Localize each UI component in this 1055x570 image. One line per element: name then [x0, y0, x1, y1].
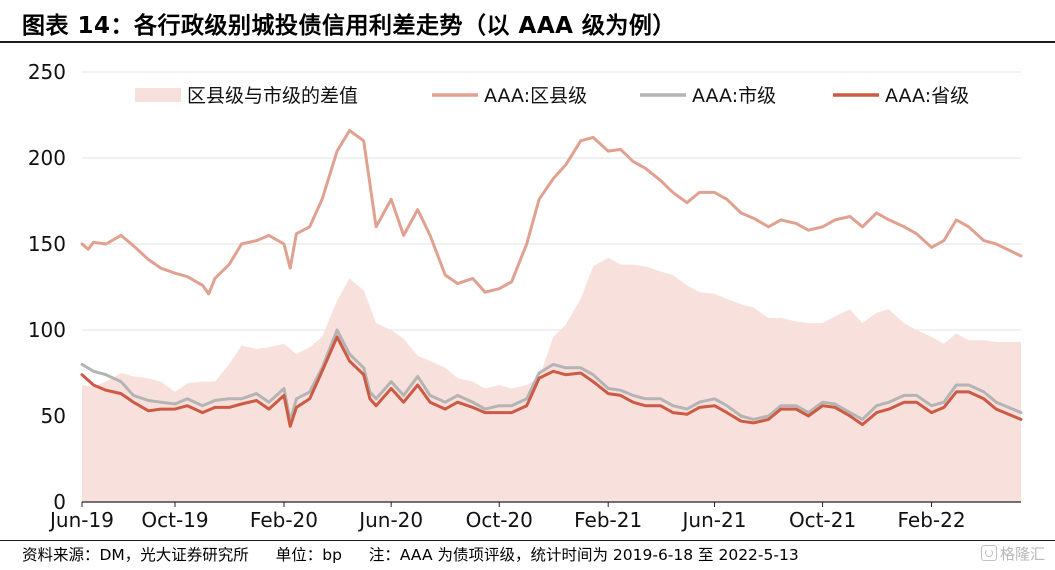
y-tick-label: 200	[28, 146, 66, 170]
legend-label-province: AAA:省级	[885, 85, 969, 107]
x-tick-label: Oct-21	[789, 508, 856, 532]
legend-swatch-area	[135, 88, 181, 102]
legend-label-area: 区县级与市级的差值	[187, 85, 358, 107]
axis-layer: 0 50 100 150 200 250 Jun-19 Oct-19 Feb-20 Jun-20 O…	[28, 60, 1021, 532]
series-area-district-minus-city	[82, 257, 1021, 502]
line-layer	[80, 129, 1023, 428]
x-tick-label: Jun-19	[48, 508, 114, 532]
x-tick-label: Feb-22	[897, 508, 965, 532]
x-tick-label: Jun-21	[681, 508, 747, 532]
watermark: 格隆汇	[980, 543, 1045, 564]
y-tick-label: 0	[53, 490, 66, 514]
series-line-district	[80, 129, 1023, 296]
x-tick-label: Jun-20	[357, 508, 423, 532]
source-note: 资料来源：DM，光大证券研究所	[22, 546, 249, 564]
watermark-text: 格隆汇	[999, 545, 1045, 563]
y-tick-label: 50	[41, 404, 66, 428]
data-note: 注：AAA 为债项评级，统计时间为 2019-6-18 至 2022-5-13	[368, 546, 799, 564]
x-tick-label: Feb-21	[574, 508, 642, 532]
series-line-city	[80, 328, 1023, 423]
spread-line-chart: 0 50 100 150 200 250 Jun-19 Oct-19 Feb-20 Jun-20 O…	[28, 60, 1023, 532]
x-tick-label: Oct-19	[141, 508, 208, 532]
page-title: 图表 14：各行政级别城投债信用利差走势（以 AAA 级为例）	[22, 13, 676, 39]
area-layer	[82, 257, 1021, 502]
legend-label-city: AAA:市级	[692, 85, 776, 107]
gelonghui-logo-icon	[980, 545, 997, 561]
footer: 资料来源：DM，光大证券研究所 单位：bp 注：AAA 为债项评级，统计时间为 …	[22, 543, 821, 565]
x-tick-label: Oct-20	[466, 508, 533, 532]
series-line-province	[80, 335, 1023, 428]
footer-divider	[0, 540, 1055, 541]
y-tick-label: 100	[28, 318, 66, 342]
y-tick-label: 150	[28, 232, 66, 256]
y-tick-label: 250	[28, 60, 66, 84]
title-divider	[0, 41, 1055, 43]
chart-legend: 区县级与市级的差值 AAA:区县级 AAA:市级 AAA:省级	[135, 85, 969, 107]
legend-label-district: AAA:区县级	[484, 85, 587, 107]
x-tick-label: Feb-20	[250, 508, 318, 532]
unit-note: 单位：bp	[275, 546, 342, 564]
